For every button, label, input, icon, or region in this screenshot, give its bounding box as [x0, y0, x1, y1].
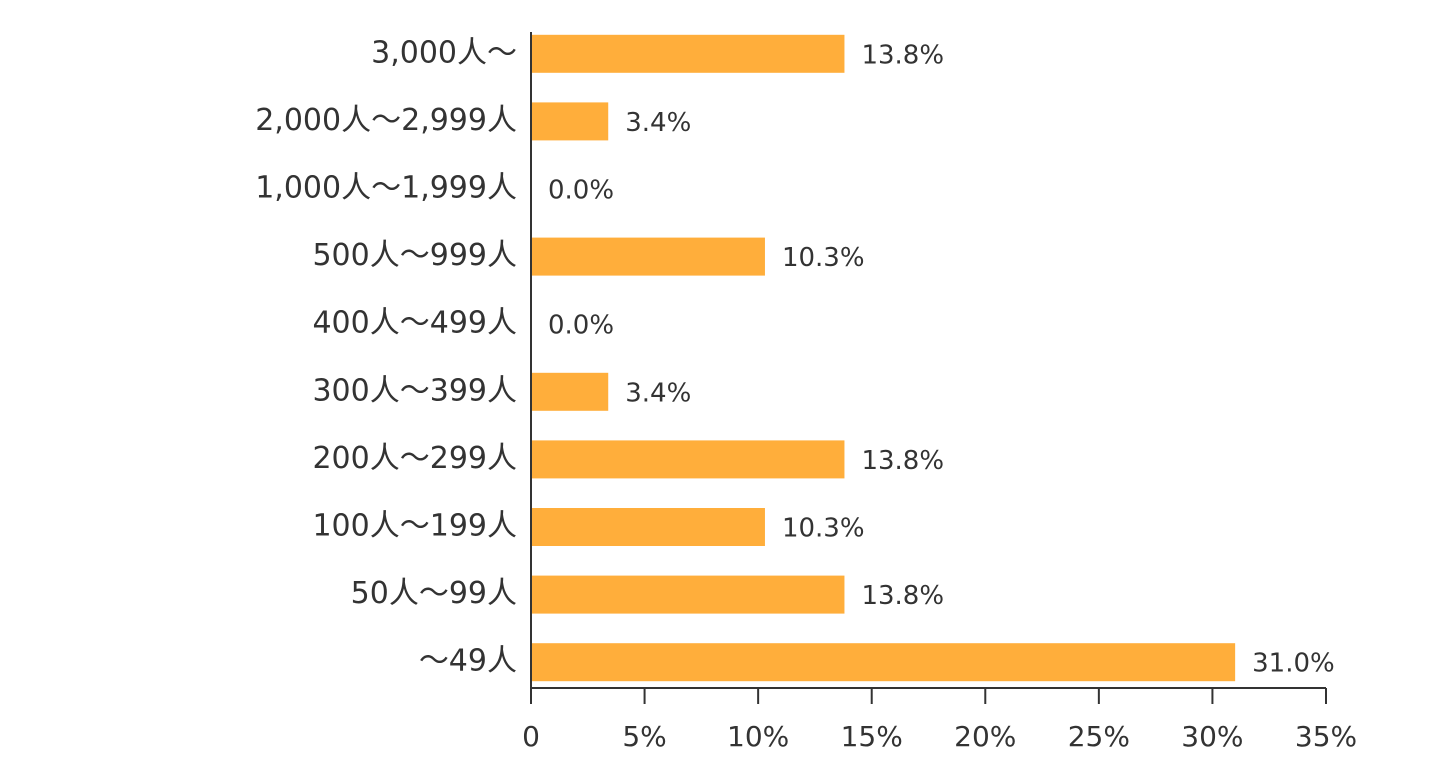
category-label: 100人～199人: [312, 509, 517, 544]
x-tick-label: 10%: [727, 720, 789, 753]
bar-value-label: 0.0%: [548, 311, 614, 341]
bar: [531, 34, 845, 73]
category-label: 500人～999人: [312, 238, 517, 273]
bar-value-label: 10.3%: [782, 514, 865, 544]
x-tick-label: 30%: [1181, 720, 1243, 753]
bar: [531, 102, 609, 141]
category-label: 50人～99人: [351, 576, 517, 611]
category-labels-group: 3,000人～ 2,000人～2,999人 1,000人～1,999人 500人～99…: [255, 35, 517, 678]
x-ticks-group: 0 5% 10% 15% 20% 25% 30% 35%: [522, 688, 1357, 753]
x-tick-label: 20%: [954, 720, 1016, 753]
value-labels-group: 13.8% 3.4% 0.0% 10.3% 0.0% 3.4% 13.8% 10.3% 13.8…: [548, 40, 1335, 678]
bar: [531, 575, 845, 614]
category-label: ～49人: [419, 644, 517, 679]
x-tick-label: 35%: [1295, 720, 1357, 753]
bar: [531, 643, 1236, 682]
bar-value-label: 3.4%: [625, 108, 691, 138]
x-tick-label: 25%: [1068, 720, 1130, 753]
bar-value-label: 10.3%: [782, 243, 865, 273]
bar: [531, 372, 609, 411]
category-label: 1,000人～1,999人: [255, 171, 517, 206]
x-tick-label: 5%: [622, 720, 666, 753]
bar-value-label: 3.4%: [625, 378, 691, 408]
category-label: 300人～399人: [312, 373, 517, 408]
bar-value-label: 13.8%: [861, 581, 944, 611]
category-label: 3,000人～: [371, 35, 517, 70]
bar-value-label: 31.0%: [1252, 649, 1335, 679]
bar-value-label: 13.8%: [861, 40, 944, 70]
category-label: 400人～499人: [312, 306, 517, 341]
bar: [531, 508, 765, 546]
bar: [531, 440, 845, 479]
bar: [531, 237, 765, 276]
x-tick-label: 15%: [841, 720, 903, 753]
bar-value-label: 13.8%: [861, 446, 944, 476]
category-label: 200人～299人: [312, 441, 517, 476]
bar-value-label: 0.0%: [548, 176, 614, 206]
bars-group: [531, 34, 1236, 682]
axes-group: [530, 32, 1326, 704]
x-tick-label: 0: [522, 720, 540, 753]
category-label: 2,000人～2,999人: [255, 103, 517, 138]
